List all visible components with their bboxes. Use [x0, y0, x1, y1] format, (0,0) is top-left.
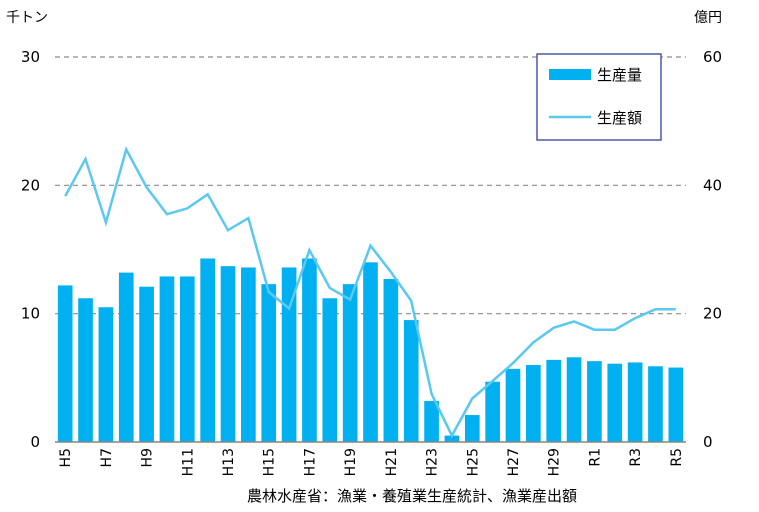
- bar: [587, 361, 602, 442]
- x-tick-label: H9: [140, 448, 156, 467]
- x-tick-labels: H5 H7 H9 H11 H13 H15 H17 H19 H21 H23 H25 H27 H29 R1 R3…: [58, 448, 685, 476]
- bar: [302, 258, 317, 442]
- legend: 生産量 生産額: [536, 53, 662, 141]
- line-series: [64, 146, 676, 439]
- bar: [261, 284, 277, 442]
- bar: [383, 279, 399, 442]
- bar: [627, 362, 643, 442]
- x-tick-label: H13: [221, 448, 237, 476]
- bar: [118, 272, 134, 442]
- x-tick-label: R3: [628, 448, 644, 467]
- legend-box: [536, 53, 662, 141]
- bar: [342, 284, 358, 442]
- bar: [607, 363, 623, 442]
- bar: [159, 276, 175, 442]
- left-axis-unit: 千トン: [6, 10, 48, 26]
- left-tick-labels: 0 10 20 30: [21, 48, 40, 451]
- right-tick-label: 0: [703, 433, 713, 451]
- x-tick-label: H23: [425, 448, 441, 476]
- bar: [57, 285, 73, 442]
- bar: [505, 368, 521, 442]
- bar: [322, 298, 338, 442]
- legend-label-bar: 生産量: [597, 66, 642, 84]
- bar: [485, 381, 500, 442]
- bar: [546, 359, 562, 442]
- bar: [98, 307, 114, 442]
- x-tick-label: H27: [506, 448, 522, 476]
- bar: [200, 258, 215, 442]
- left-tick-label: 30: [21, 48, 40, 66]
- right-tick-label: 60: [703, 48, 722, 66]
- legend-label-line: 生産額: [597, 109, 642, 127]
- right-tick-label: 40: [703, 176, 722, 194]
- x-tick-label: H17: [302, 448, 318, 476]
- x-tick-label: H25: [465, 448, 481, 476]
- right-axis-unit: 億円: [694, 10, 722, 26]
- bar: [139, 286, 154, 442]
- bar: [668, 367, 684, 442]
- x-tick-label: R1: [587, 448, 603, 467]
- x-tick-label: R5: [669, 448, 685, 467]
- legend-swatch-bar: [549, 69, 591, 80]
- x-tick-label: H19: [343, 448, 359, 476]
- left-tick-label: 20: [21, 176, 40, 194]
- bar: [179, 276, 195, 442]
- bar: [648, 366, 663, 442]
- bar: [403, 320, 419, 442]
- bar: [566, 357, 582, 442]
- left-tick-label: 0: [30, 433, 40, 451]
- bar: [241, 267, 256, 442]
- source-note: 農林水産省：漁業・養殖業生産統計、漁業産出額: [247, 487, 577, 505]
- bar: [464, 415, 480, 442]
- bar: [220, 266, 236, 442]
- x-tick-label: H7: [99, 448, 115, 467]
- x-tick-label: H11: [180, 448, 196, 476]
- bar: [281, 267, 297, 442]
- bar: [78, 298, 93, 442]
- bar: [444, 435, 460, 442]
- bar-series: [57, 258, 684, 442]
- right-tick-label: 20: [703, 305, 722, 323]
- bar: [526, 365, 541, 442]
- left-tick-label: 10: [21, 305, 40, 323]
- x-tick-label: H21: [384, 448, 400, 476]
- x-tick-label: H29: [547, 448, 563, 476]
- bar: [424, 400, 439, 442]
- x-tick-label: H15: [262, 448, 278, 476]
- x-tick-label: H5: [58, 448, 74, 467]
- bar: [363, 262, 378, 442]
- right-tick-labels: 0 20 40 60: [703, 48, 722, 451]
